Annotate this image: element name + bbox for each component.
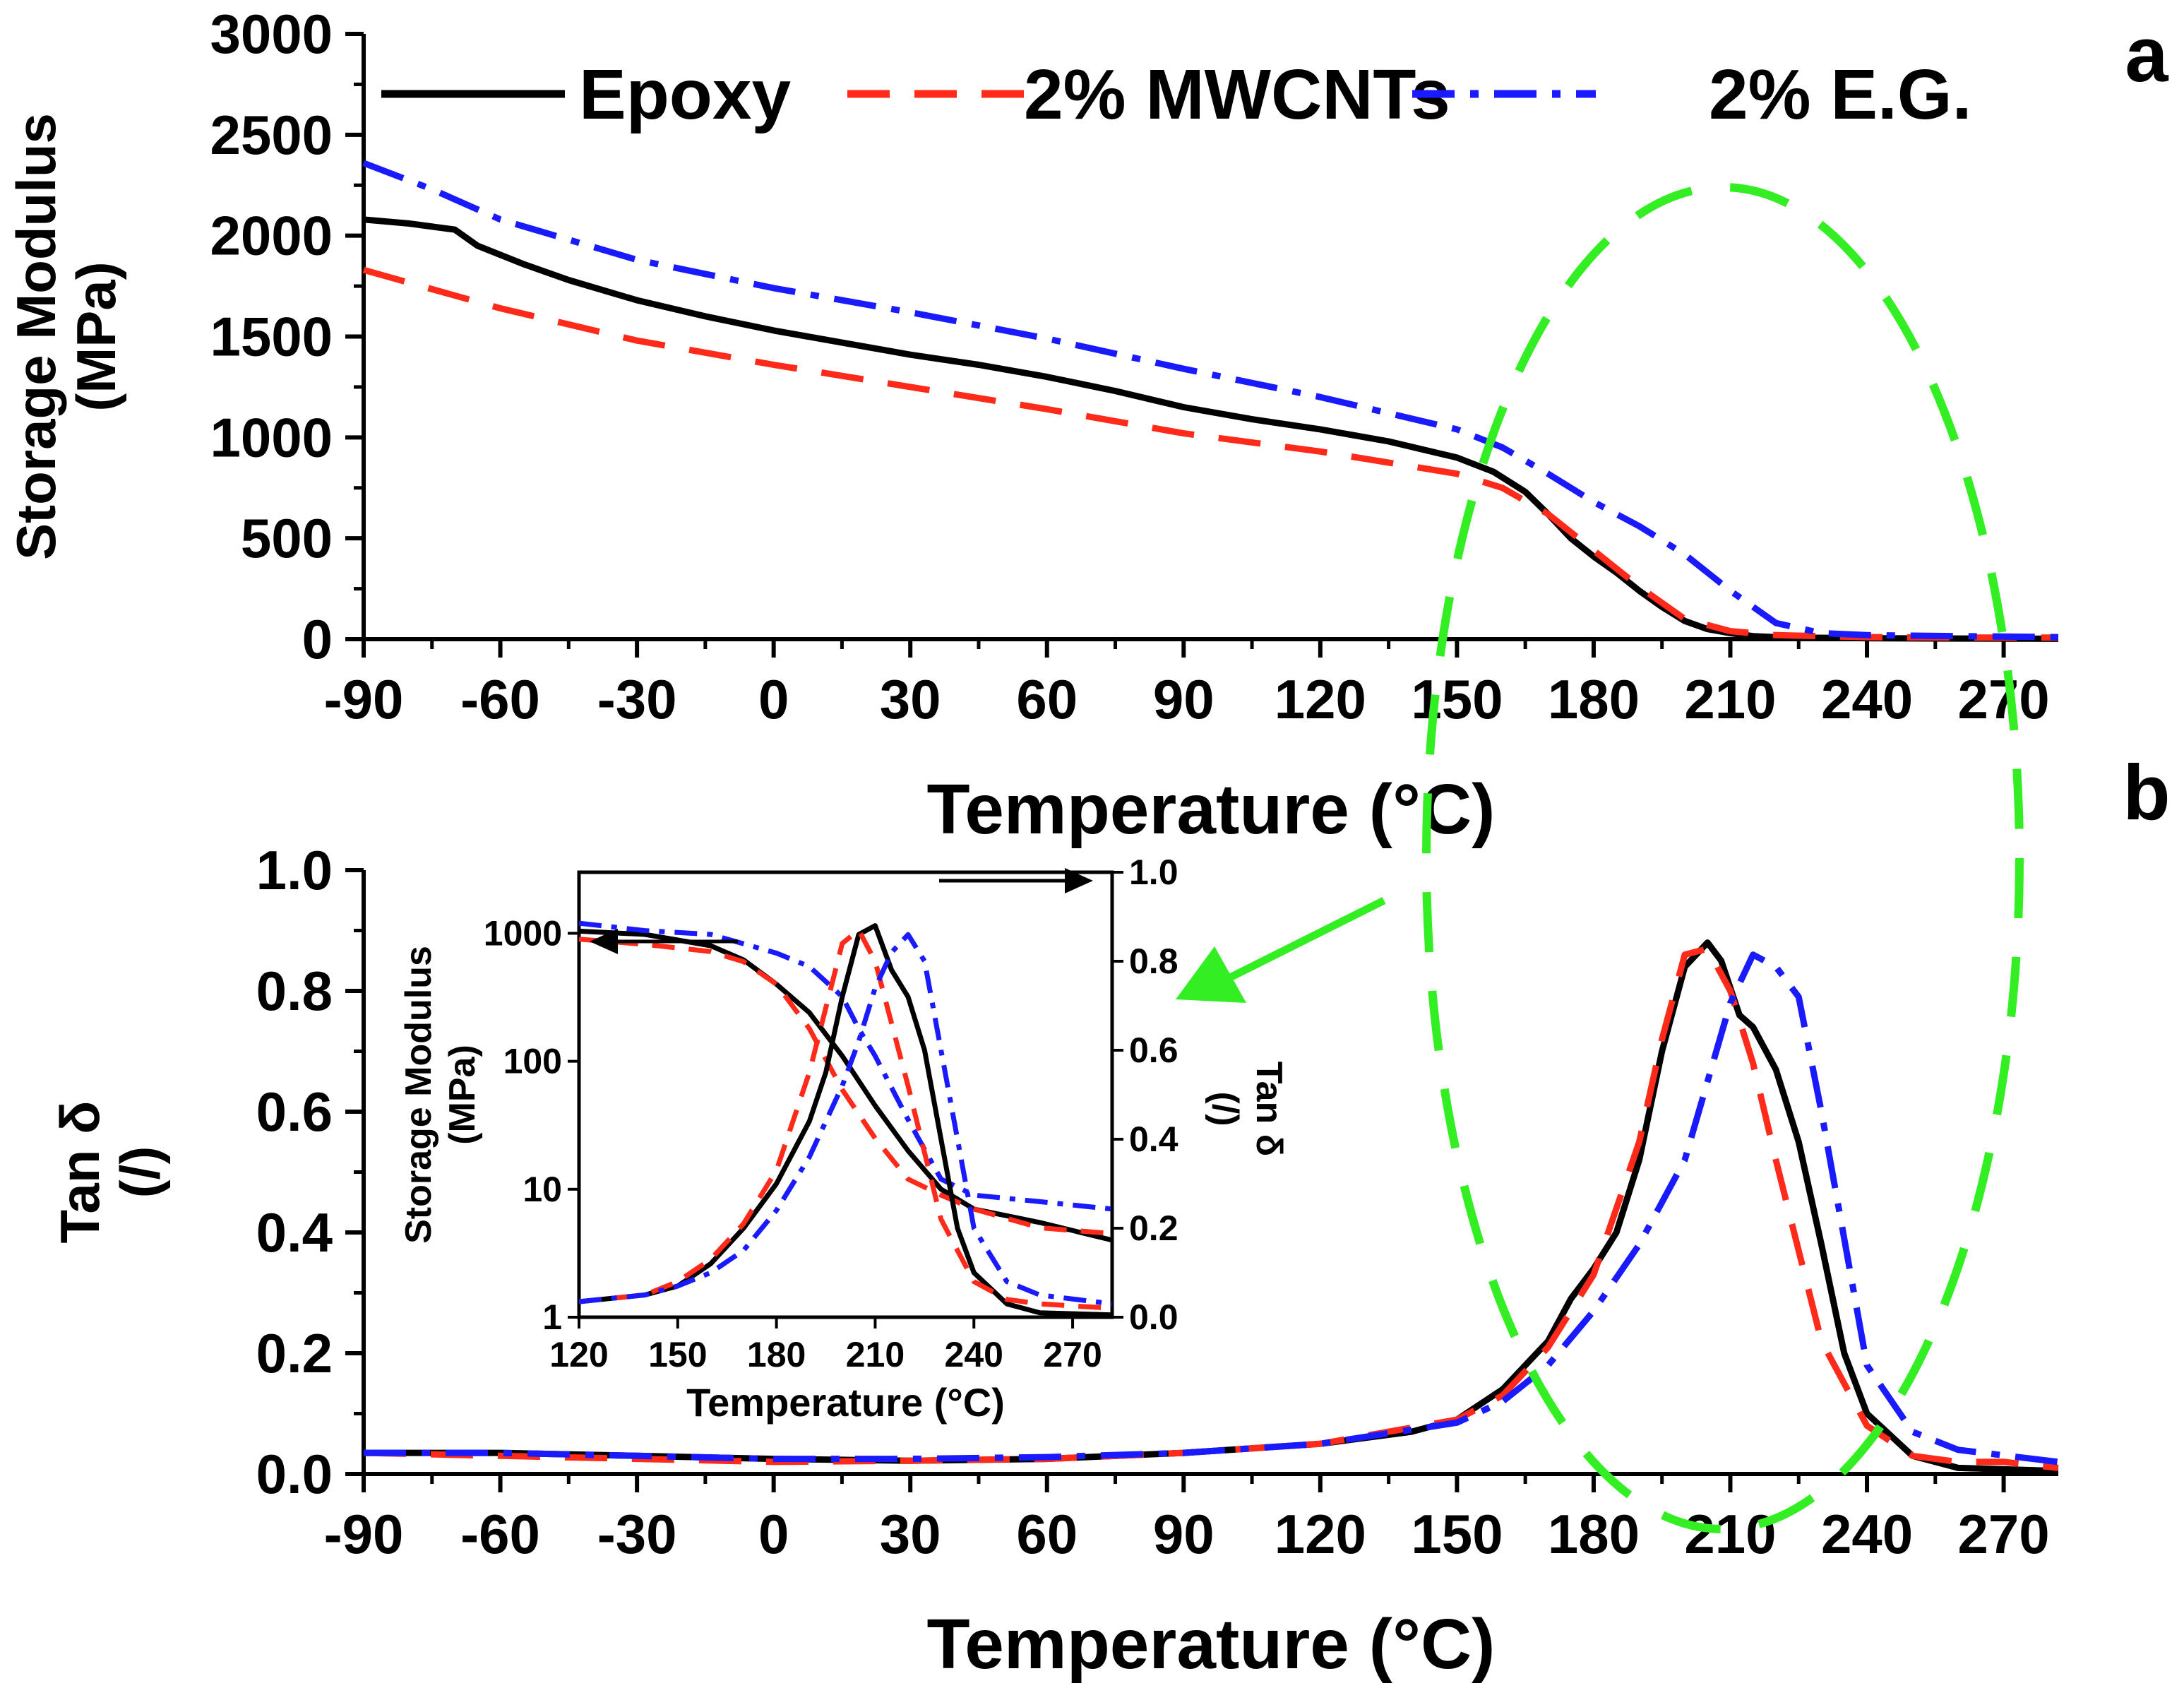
- inset-y-left-title-line1: Storage Modulus: [398, 946, 439, 1244]
- green-arrow-head: [1176, 946, 1246, 1003]
- panel-a: -90 -60 -30 0 30 60 90 120 150 180 210 240 270 0 500 10…: [5, 3, 2059, 849]
- inset-y-left-tick-label: 100: [503, 1042, 562, 1081]
- x-tick-label: 270: [1958, 668, 2050, 730]
- inset-x-tick-label: 120: [549, 1335, 608, 1374]
- series-line-2-mwcnts: [363, 945, 2059, 1471]
- inset-y-right-title-line2: (/): [1205, 1091, 1246, 1126]
- inset-y-right-title-line1: Tan δ: [1248, 1062, 1289, 1157]
- x-tick-label: -90: [324, 1503, 404, 1565]
- x-tick-label: 90: [1153, 1503, 1215, 1565]
- inset-y-left-tick-label: 1: [542, 1297, 562, 1337]
- inset-x-tick-label: 270: [1043, 1335, 1102, 1374]
- inset-panel: 120 150 180 210 240 270 1 10 100 1000 0.0 0.2 0.4 0.6…: [398, 852, 1289, 1425]
- x-tick-label: 0: [758, 668, 789, 730]
- y-tick-label: 0.2: [256, 1322, 333, 1384]
- x-tick-label: -30: [597, 1503, 677, 1565]
- y-tick-label: 1000: [210, 406, 333, 468]
- panel-labels: a b: [2123, 11, 2170, 836]
- inset-y-right-tick-label: 0.2: [1129, 1208, 1178, 1248]
- y-tick-label: 1.0: [256, 839, 333, 901]
- legend-label: 2% MWCNTs: [1024, 55, 1450, 134]
- y-axis-title-line1: Storage Modulus: [5, 113, 67, 560]
- y-axis-title-line1: Tan δ: [49, 1101, 111, 1244]
- x-tick-label: -60: [460, 668, 540, 730]
- green-arrow-shaft: [1227, 897, 1386, 982]
- y-tick-label: 0.0: [256, 1443, 333, 1505]
- inset-y-right-tick-label: 0.4: [1129, 1119, 1178, 1159]
- x-tick-label: 150: [1411, 668, 1503, 730]
- x-axis-title: Temperature (°C): [927, 770, 1496, 849]
- legend-label: Epoxy: [579, 55, 791, 134]
- inset-y-right-tick-label: 0.0: [1129, 1297, 1178, 1337]
- y-axis-title-line2: (/): [109, 1146, 171, 1199]
- inset-y-right-tick-label: 0.8: [1129, 941, 1178, 981]
- inset-y-right-tick-label: 1.0: [1129, 852, 1178, 892]
- inset-y-left-tick-label: 10: [523, 1170, 562, 1209]
- y-tick-label: 1500: [210, 306, 333, 368]
- series-line-epoxy: [363, 216, 2059, 642]
- inset-tan-line-2-mwcnts: [578, 927, 1113, 1311]
- inset-x-tick-label: 210: [846, 1335, 905, 1374]
- inset-y-right-tick-label: 0.6: [1129, 1030, 1178, 1070]
- x-tick-label: 0: [758, 1503, 789, 1565]
- x-tick-label: 150: [1411, 1503, 1503, 1565]
- x-tick-label: 30: [880, 1503, 941, 1565]
- inset-tan-line-epoxy: [578, 923, 1113, 1318]
- y-tick-label: 500: [241, 507, 333, 569]
- inset-y-left-tick-label: 1000: [484, 913, 562, 953]
- x-tick-label: 120: [1275, 1503, 1366, 1565]
- series-line-2-e-g-: [362, 160, 2059, 641]
- inset-y-left-title-line2: (MPa): [442, 1045, 483, 1145]
- x-axis-title: Temperature (°C): [927, 1605, 1496, 1684]
- x-tick-label: 240: [1821, 1503, 1913, 1565]
- x-tick-label: 180: [1548, 668, 1640, 730]
- inset-modulus-line-2-e-g-: [578, 920, 1113, 1212]
- x-tick-label: 60: [1016, 1503, 1078, 1565]
- inset-modulus-line-2-mwcnts: [578, 937, 1113, 1237]
- x-tick-label: 30: [880, 668, 941, 730]
- y-tick-label: 3000: [210, 3, 333, 65]
- series-line-2-mwcnts: [362, 266, 2058, 641]
- inset-x-tick-label: 150: [648, 1335, 707, 1374]
- x-tick-label: -60: [460, 1503, 540, 1565]
- inset-x-axis-title: Temperature (°C): [686, 1380, 1005, 1425]
- y-tick-label: 0.8: [256, 960, 333, 1022]
- x-tick-label: -30: [597, 668, 677, 730]
- y-tick-label: 0.4: [256, 1201, 333, 1264]
- x-tick-label: -90: [324, 668, 404, 730]
- y-axis-title-line2: (MPa): [65, 261, 127, 411]
- inset-x-tick-label: 240: [945, 1335, 1003, 1374]
- highlight-overlay: [1176, 183, 2024, 1533]
- x-tick-label: 90: [1153, 668, 1215, 730]
- legend-label: 2% E.G.: [1709, 55, 1971, 134]
- inset-frame: [577, 870, 1114, 1319]
- panel-label-b: b: [2123, 749, 2170, 836]
- inset-x-tick-label: 180: [747, 1335, 806, 1374]
- x-tick-label: 210: [1684, 1503, 1776, 1565]
- y-tick-label: 0.6: [256, 1081, 333, 1143]
- x-tick-label: 180: [1548, 1503, 1640, 1565]
- inset-tan-line-2-e-g-: [578, 932, 1113, 1307]
- y-tick-label: 2000: [210, 205, 333, 267]
- x-tick-label: 120: [1275, 668, 1366, 730]
- arrow-to-tan-axis-head: [1065, 868, 1093, 893]
- x-tick-label: 60: [1016, 668, 1078, 730]
- x-tick-label: 240: [1821, 668, 1913, 730]
- y-tick-label: 2500: [210, 104, 333, 166]
- highlight-ellipse: [1422, 183, 2024, 1533]
- series-line-2-e-g-: [364, 951, 2059, 1466]
- panel-b: -90 -60 -30 0 30 60 90 120 150 180 210 240 270 0.0 0.2…: [49, 839, 2059, 1684]
- arrow-to-modulus-axis-head: [590, 929, 618, 954]
- panel-label-a: a: [2125, 11, 2168, 98]
- x-tick-label: 210: [1684, 668, 1776, 730]
- y-tick-label: 0: [302, 608, 333, 670]
- x-tick-label: 270: [1958, 1503, 2050, 1565]
